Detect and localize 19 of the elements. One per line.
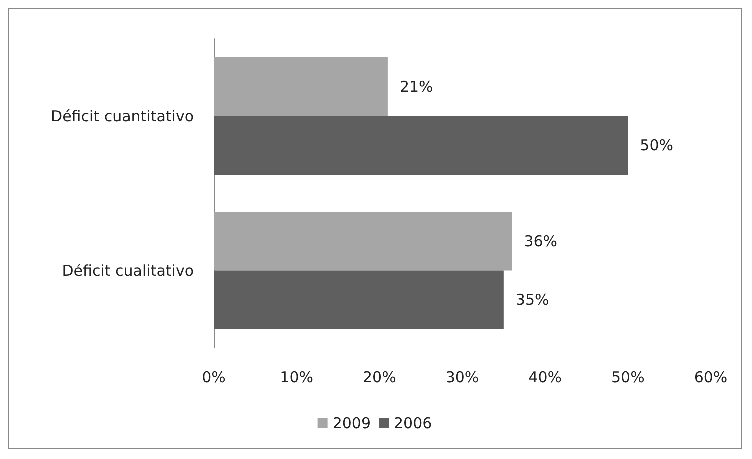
data-label: 50% (640, 136, 674, 155)
data-label: 36% (524, 232, 558, 250)
x-tick-label: 50% (611, 368, 645, 386)
legend-label: 2009 (332, 414, 372, 432)
bar (214, 270, 504, 330)
y-tick-label: Déficit cualitativo (62, 262, 194, 280)
bar (214, 58, 388, 116)
bar (214, 116, 628, 175)
x-tick-label: 60% (694, 368, 728, 386)
x-tick-label: 20% (362, 368, 396, 386)
x-tick-label: 10% (280, 368, 314, 386)
x-tick-label: 30% (446, 368, 480, 386)
x-tick-label: 40% (528, 368, 562, 386)
x-tick-label: 0% (202, 368, 226, 386)
data-label: 35% (516, 291, 550, 310)
legend-label: 2006 (394, 414, 432, 432)
data-label: 21% (400, 78, 434, 96)
y-tick-label: Déficit cuantitativo (51, 107, 194, 126)
bar (214, 212, 512, 271)
